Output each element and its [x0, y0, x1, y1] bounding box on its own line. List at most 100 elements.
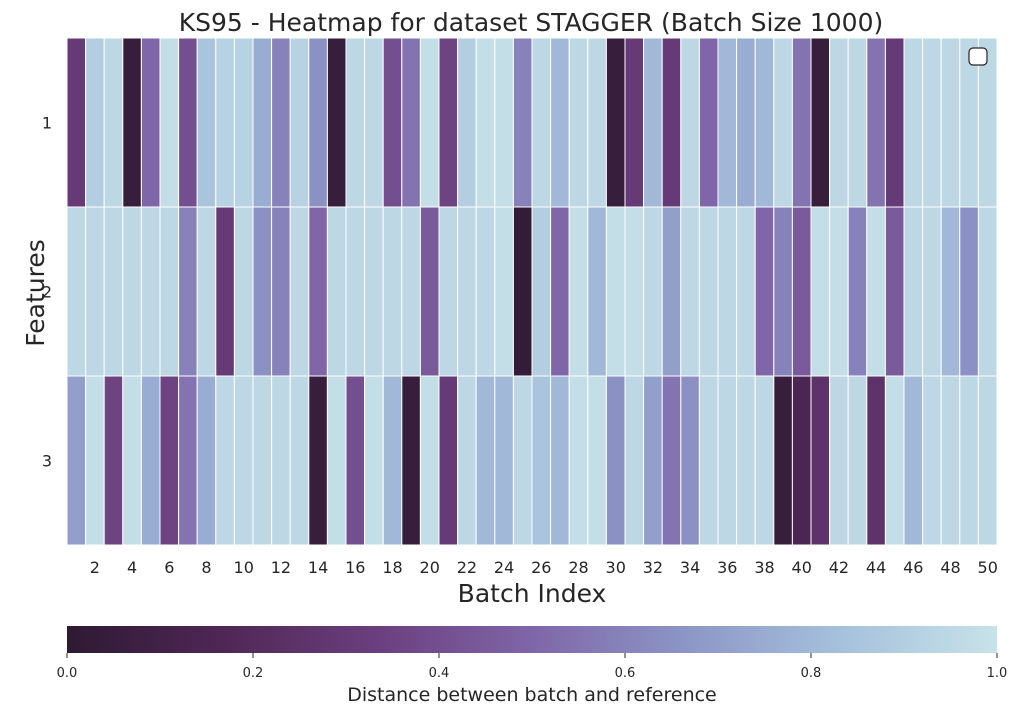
heatmap-cell	[736, 375, 756, 546]
heatmap-cell	[66, 206, 87, 377]
heatmap-cell	[550, 206, 570, 377]
x-tick-label: 36	[717, 558, 737, 577]
heatmap-cell	[977, 206, 998, 377]
heatmap-cell	[215, 37, 235, 208]
heatmap-cell	[401, 375, 421, 546]
heatmap-cell	[661, 206, 682, 377]
heatmap-cell	[624, 375, 645, 546]
x-tick-label: 2	[90, 558, 100, 577]
heatmap-cell	[605, 37, 626, 208]
legend-box	[968, 47, 988, 66]
heatmap-cell	[457, 37, 477, 208]
heatmap-cell	[531, 37, 552, 208]
heatmap-cell	[308, 375, 328, 546]
heatmap-cell	[512, 375, 533, 546]
heatmap-cell	[512, 206, 533, 377]
legend-swatch	[968, 47, 988, 66]
heatmap-cell	[680, 37, 700, 208]
heatmap-cell	[159, 206, 180, 377]
x-tick-label: 28	[568, 558, 588, 577]
heatmap-cell	[531, 375, 552, 546]
heatmap-cell	[661, 375, 682, 546]
heatmap-cell	[215, 206, 235, 377]
heatmap-cell	[884, 375, 905, 546]
heatmap-cell	[178, 206, 198, 377]
colorbar-tick-label: 1.0	[987, 666, 1008, 681]
x-tick-label: 30	[606, 558, 626, 577]
heatmap-cell	[159, 375, 180, 546]
heatmap-cell	[252, 37, 273, 208]
chart-title: KS95 - Heatmap for dataset STAGGER (Batc…	[179, 8, 884, 37]
y-tick-label: 3	[42, 452, 52, 471]
heatmap-cell	[829, 206, 849, 377]
heatmap-cell	[717, 375, 738, 546]
heatmap-cell	[419, 206, 440, 377]
heatmap-cell	[159, 37, 180, 208]
heatmap-cell	[85, 37, 105, 208]
heatmap-cell	[680, 375, 700, 546]
x-tick-label: 48	[940, 558, 960, 577]
x-tick-label: 44	[866, 558, 886, 577]
heatmap-cell	[103, 375, 124, 546]
colorbar-tick-label: 0.4	[429, 666, 450, 681]
x-tick-label: 22	[457, 558, 477, 577]
heatmap-cell	[773, 206, 793, 377]
heatmap-cell	[438, 375, 459, 546]
heatmap-cell	[959, 375, 979, 546]
heatmap-cell	[178, 37, 198, 208]
x-tick-label: 26	[531, 558, 551, 577]
heatmap-cell	[922, 375, 942, 546]
heatmap-cell	[736, 206, 756, 377]
heatmap-cell	[122, 206, 142, 377]
heatmap-cell	[698, 375, 719, 546]
heatmap-cell	[661, 37, 682, 208]
heatmap-cell	[196, 375, 217, 546]
x-tick-label: 4	[127, 558, 137, 577]
colorbar-tick-label: 0.0	[57, 666, 78, 681]
heatmap-cell	[140, 206, 161, 377]
heatmap-cell	[401, 206, 421, 377]
heatmap-cell	[178, 375, 198, 546]
heatmap-cell	[85, 206, 105, 377]
heatmap-cell	[866, 37, 886, 208]
x-tick-label: 42	[829, 558, 849, 577]
heatmap-cell	[271, 206, 291, 377]
heatmap-cell	[829, 375, 849, 546]
heatmap-cell	[233, 206, 254, 377]
heatmap-cell	[475, 37, 496, 208]
heatmap-cell	[922, 206, 942, 377]
heatmap-cell	[419, 37, 440, 208]
heatmap-cell	[345, 37, 366, 208]
heatmap-cell	[847, 37, 868, 208]
heatmap-cell	[940, 37, 961, 208]
heatmap-cell	[196, 206, 217, 377]
x-tick-label: 46	[903, 558, 923, 577]
heatmap-cell	[233, 37, 254, 208]
heatmap-cell	[587, 37, 607, 208]
heatmap-cell	[736, 37, 756, 208]
heatmap-cell	[550, 37, 570, 208]
heatmap-cell	[289, 206, 310, 377]
x-tick-label: 18	[382, 558, 402, 577]
x-tick-label: 8	[201, 558, 211, 577]
heatmap-cell	[271, 37, 291, 208]
x-tick-labels: 2 4 6 8 10 12 14 16 18 20 22 24 26 28 30 32 34 36 38 40 42 44…	[90, 558, 998, 577]
heatmap-cell	[215, 375, 235, 546]
colorbar-label: Distance between batch and reference	[347, 684, 717, 706]
colorbar	[67, 626, 997, 653]
heatmap-cell	[345, 206, 366, 377]
heatmap-cell	[605, 375, 626, 546]
heatmap-cell	[884, 206, 905, 377]
heatmap-cell	[568, 206, 589, 377]
heatmap-cell	[977, 375, 998, 546]
heatmap-cell	[754, 37, 775, 208]
colorbar-tick-label: 0.2	[243, 666, 264, 681]
heatmap-cell	[940, 206, 961, 377]
heatmap-cell	[475, 375, 496, 546]
heatmap-cell	[773, 37, 793, 208]
x-tick-label: 20	[420, 558, 440, 577]
heatmap-cell	[884, 37, 905, 208]
heatmap-cell	[866, 375, 886, 546]
heatmap-cell	[512, 37, 533, 208]
